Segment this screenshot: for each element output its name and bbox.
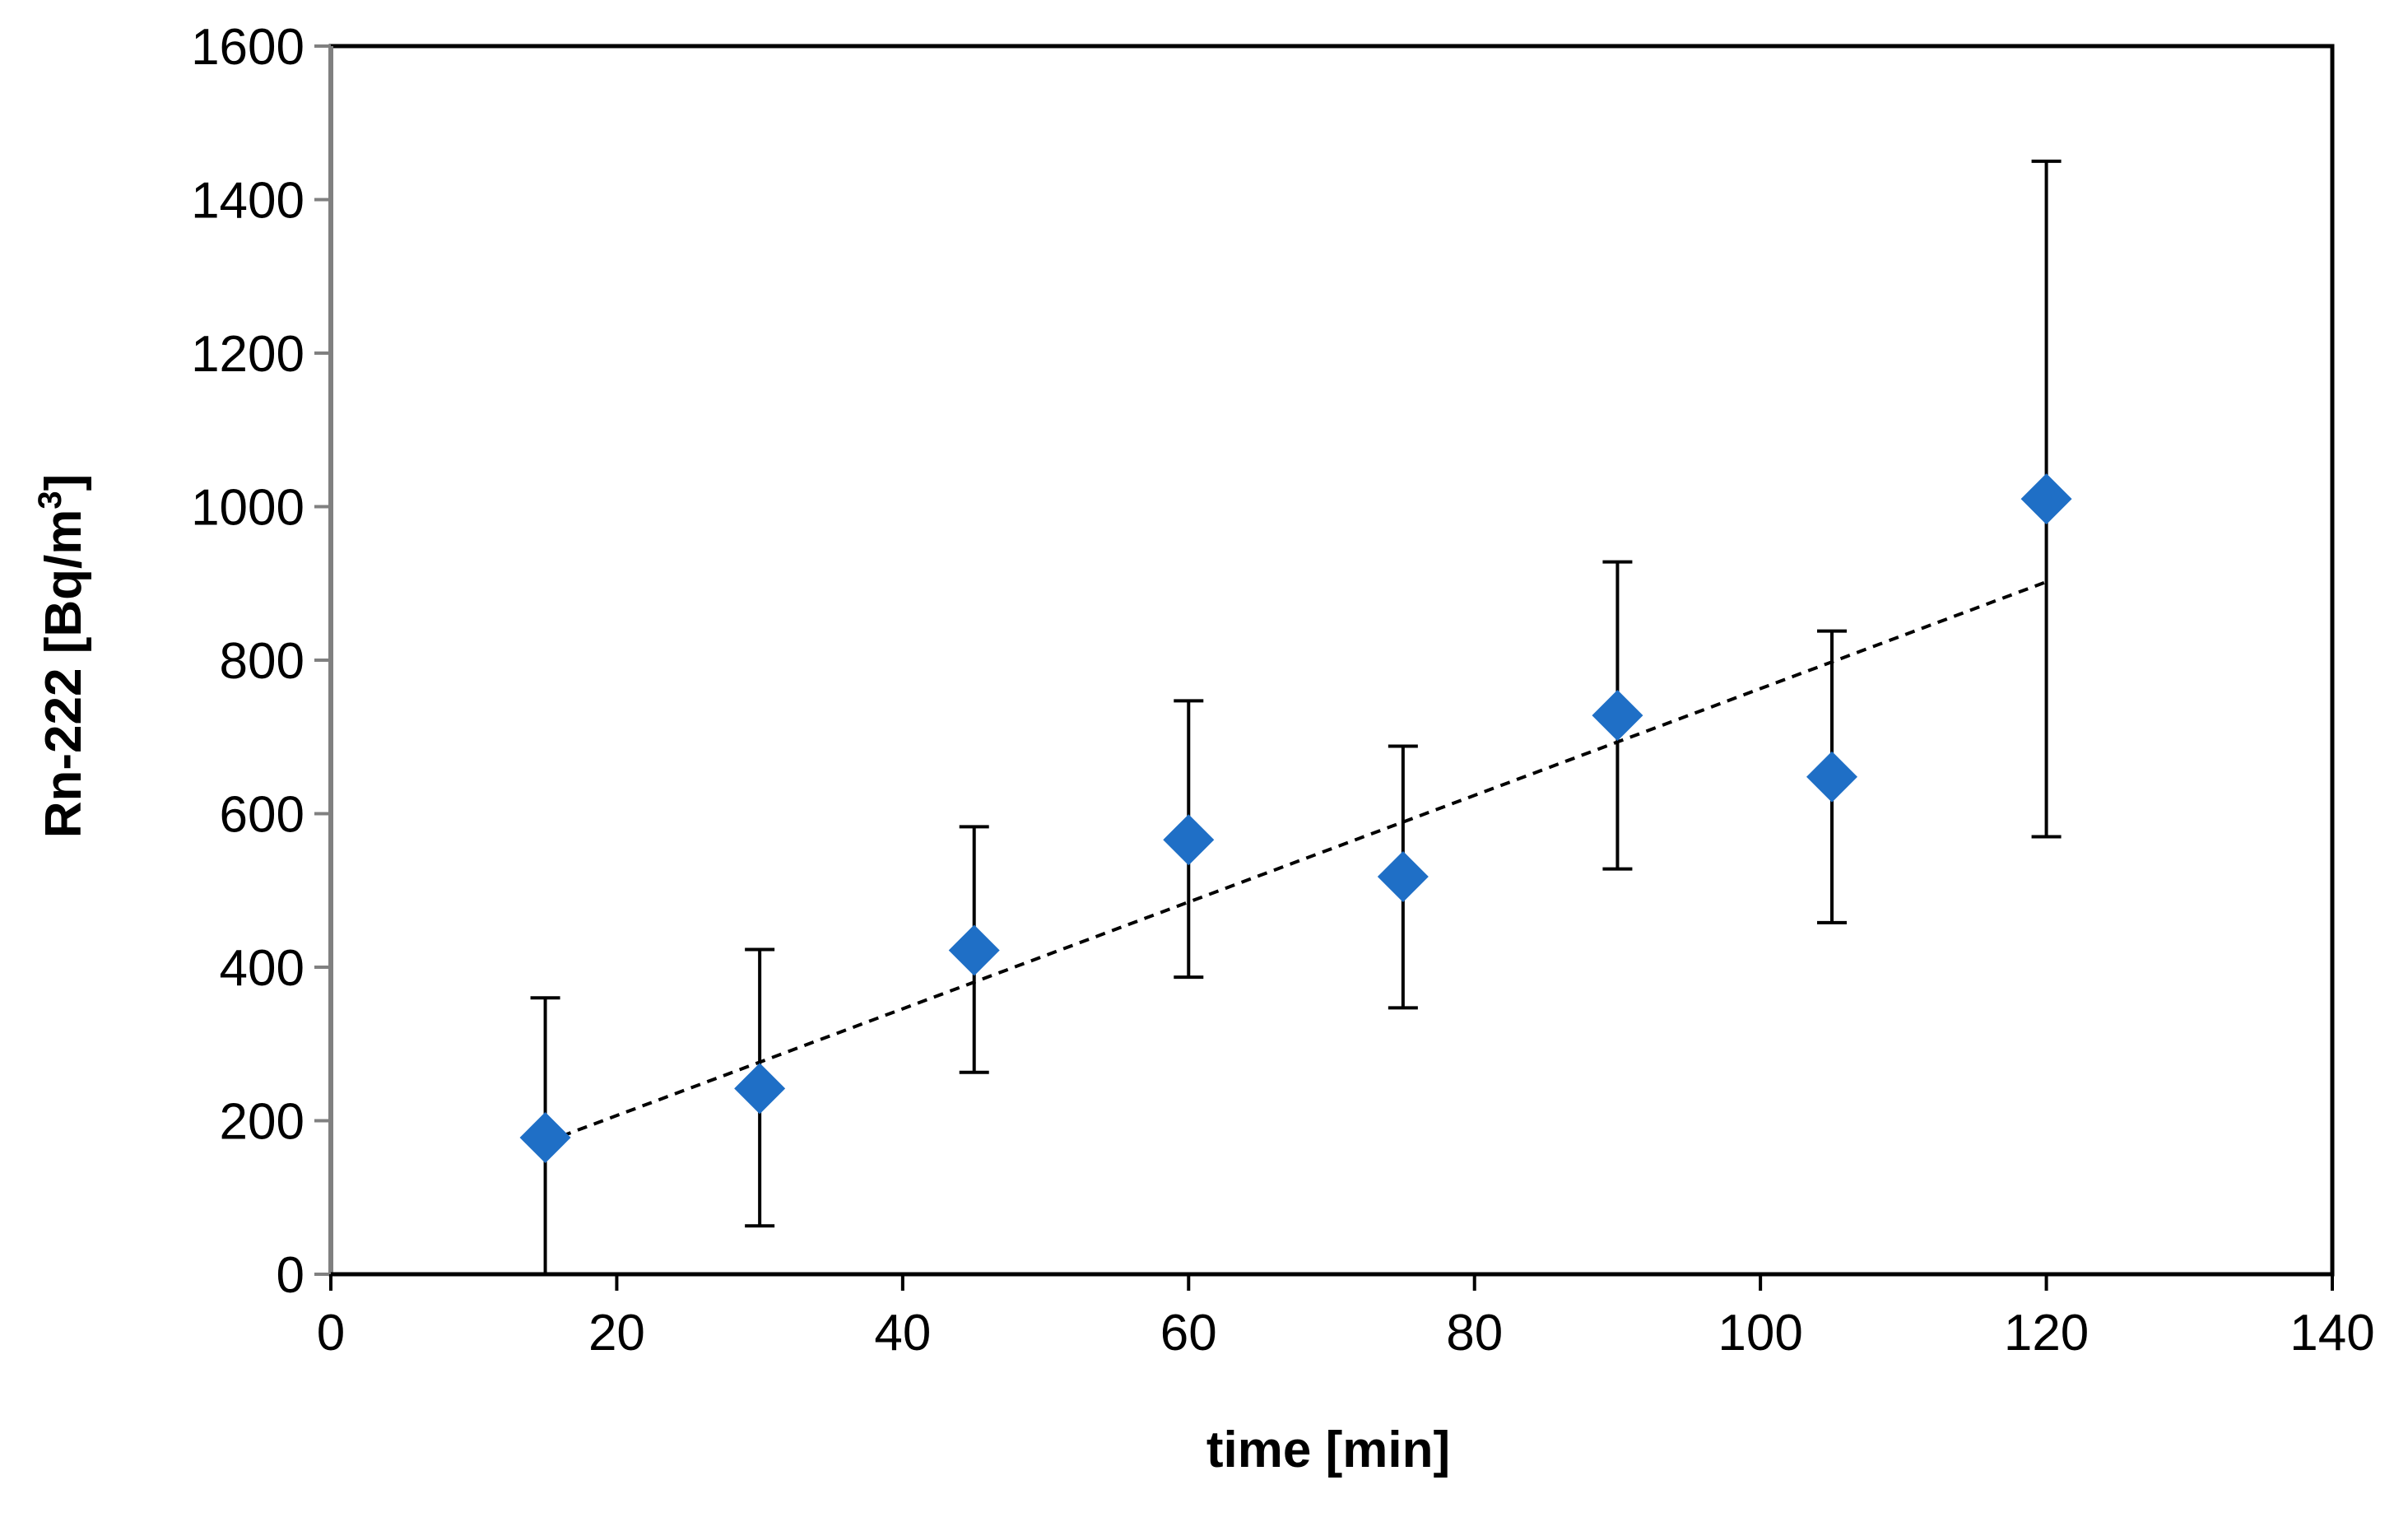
tick-label-layer: 0 200 400 600 800 1000 1200 1400 1600 0 20 40 60 80 10…: [191, 19, 2375, 1361]
y-tick-label: 600: [220, 787, 304, 844]
x-tick-label: 100: [1718, 1305, 1802, 1361]
x-tick-label: 20: [588, 1305, 645, 1361]
data-point-marker: [948, 924, 1000, 976]
data-point-marker: [1163, 814, 1215, 866]
x-tick-label: 140: [2289, 1305, 2374, 1361]
y-tick-label: 200: [220, 1094, 304, 1151]
data-point-marker: [2020, 473, 2072, 525]
data-point-marker: [1592, 690, 1643, 742]
y-axis-title-main: Rn-222 [Bq/m: [35, 510, 92, 839]
y-tick-label: 1200: [191, 326, 304, 383]
data-point-marker: [1806, 751, 1857, 803]
y-tick-label: 1400: [191, 173, 304, 230]
y-axis-title: Rn-222 [Bq/m3]: [32, 474, 92, 839]
y-tick-label: 1000: [191, 480, 304, 537]
y-tick-label: 1600: [191, 19, 304, 76]
x-tick-label: 80: [1446, 1305, 1503, 1361]
data-point-marker: [519, 1112, 571, 1164]
x-tick-label: 40: [874, 1305, 931, 1361]
axis-layer: [314, 44, 2335, 1291]
y-axis-title-superscript: 3: [32, 491, 68, 509]
y-tick-label: 0: [277, 1247, 304, 1304]
y-tick-label: 800: [220, 633, 304, 690]
x-axis-title: time [min]: [1206, 1422, 1450, 1478]
trendline-layer: [544, 580, 2048, 1144]
y-axis-title-close: ]: [35, 474, 92, 491]
x-tick-label: 0: [317, 1305, 345, 1361]
x-tick-label: 60: [1160, 1305, 1217, 1361]
trendline: [544, 580, 2048, 1144]
x-tick-label: 120: [2004, 1305, 2089, 1361]
data-point-marker: [1377, 850, 1429, 902]
data-point-marker: [734, 1063, 786, 1115]
marker-layer: [519, 473, 2072, 1164]
y-tick-label: 400: [220, 940, 304, 997]
